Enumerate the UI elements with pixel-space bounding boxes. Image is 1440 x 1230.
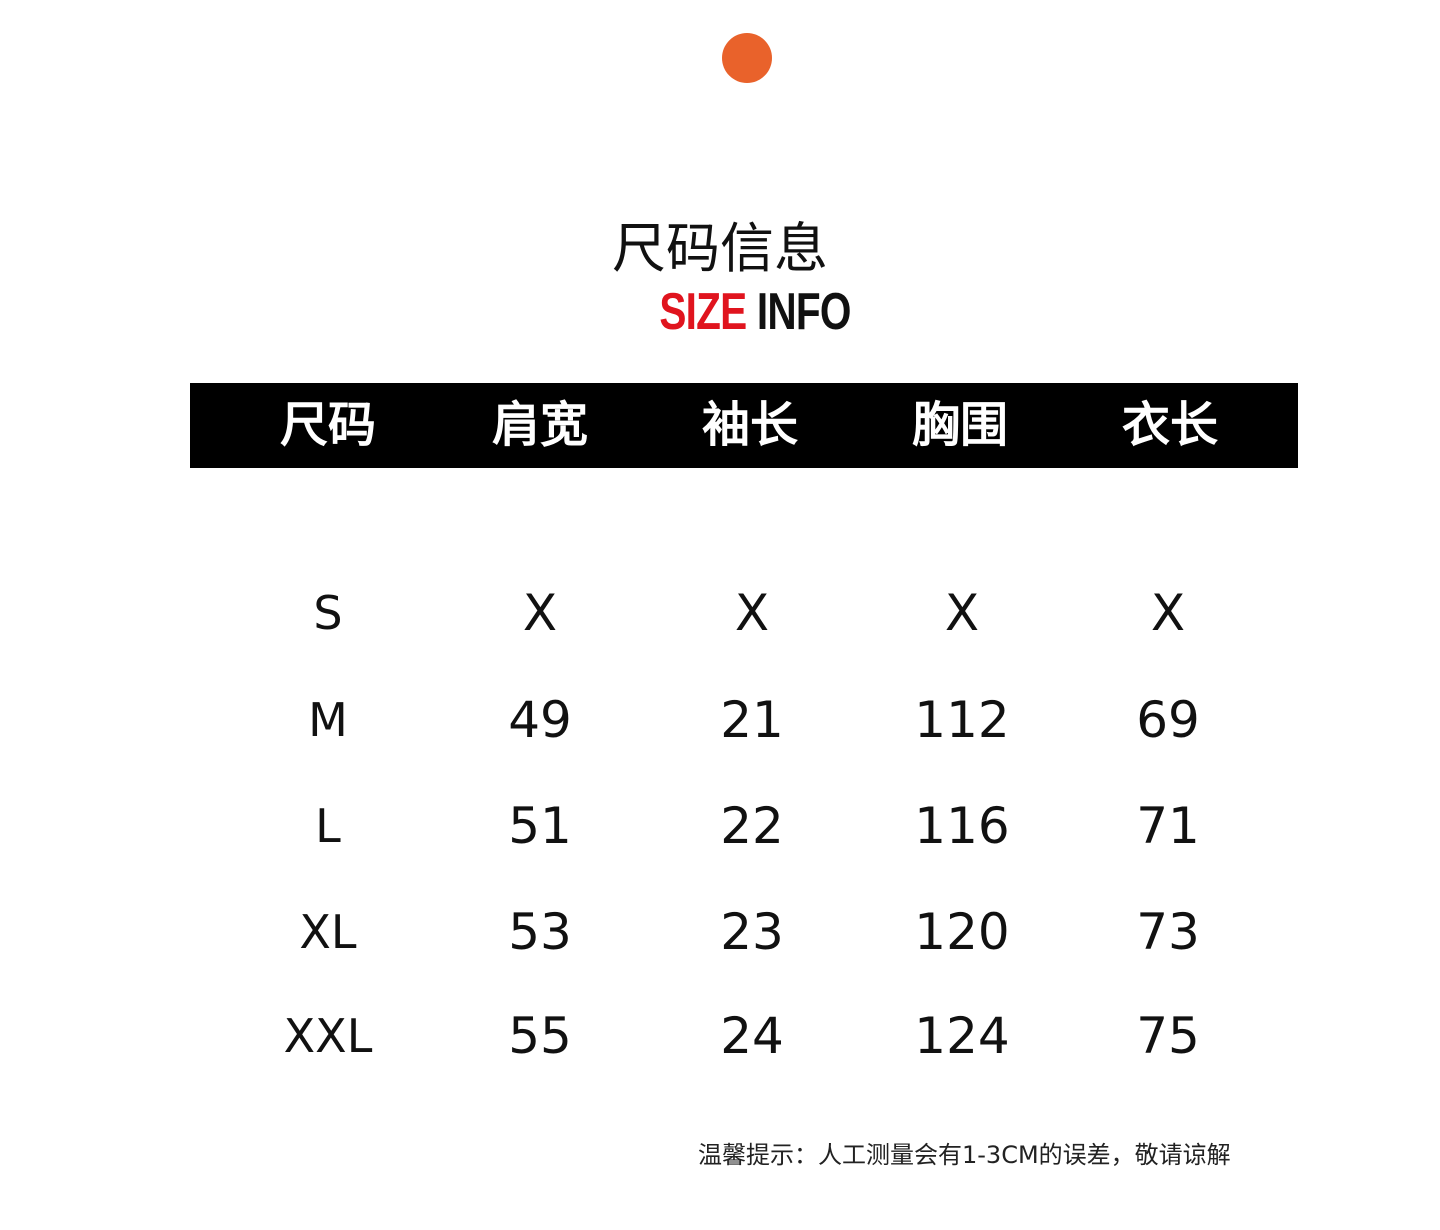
page-title-cn: 尺码信息 xyxy=(612,217,828,280)
measurement-cell: 120 xyxy=(914,903,1010,961)
title-info-word: INFO xyxy=(756,283,852,341)
size-label: L xyxy=(315,799,341,853)
header-length: 衣长 xyxy=(1121,397,1218,453)
header-size: 尺码 xyxy=(279,397,376,453)
header-sleeve: 袖长 xyxy=(701,397,798,453)
measurement-cell: X xyxy=(522,584,558,642)
measurement-cell: 55 xyxy=(508,1007,572,1065)
page-title-en: SIZE INFO xyxy=(166,282,1344,342)
header-chest: 胸围 xyxy=(911,397,1008,453)
measurement-cell: 49 xyxy=(508,691,572,749)
measurement-cell: 24 xyxy=(720,1007,784,1065)
title-size-word: SIZE xyxy=(659,283,747,341)
size-label: M xyxy=(308,693,348,747)
orange-dot-decoration xyxy=(722,33,772,83)
header-shoulder: 肩宽 xyxy=(491,397,588,453)
size-label: XL xyxy=(299,905,357,959)
measurement-cell: 51 xyxy=(508,797,572,855)
measurement-cell: 23 xyxy=(720,903,784,961)
measurement-cell: 116 xyxy=(914,797,1010,855)
measurement-cell: 22 xyxy=(720,797,784,855)
measurement-cell: X xyxy=(1150,584,1186,642)
measurement-cell: 53 xyxy=(508,903,572,961)
table-header: 尺码 肩宽 袖长 胸围 衣长 xyxy=(190,383,1298,468)
table-row: M 49 21 112 69 xyxy=(0,680,1440,760)
table-row: L 51 22 116 71 xyxy=(0,786,1440,866)
measurement-cell: 73 xyxy=(1136,903,1200,961)
measurement-cell: 124 xyxy=(914,1007,1010,1065)
measurement-cell: X xyxy=(734,584,770,642)
measurement-note: 温馨提示：人工测量会有1-3CM的误差，敬请谅解 xyxy=(698,1141,1231,1169)
size-label: S xyxy=(313,586,343,640)
table-row: XL 53 23 120 73 xyxy=(0,892,1440,972)
measurement-cell: 69 xyxy=(1136,691,1200,749)
size-label: XXL xyxy=(283,1009,373,1063)
measurement-cell: 21 xyxy=(720,691,784,749)
measurement-cell: 112 xyxy=(914,691,1010,749)
measurement-cell: 71 xyxy=(1136,797,1200,855)
measurement-cell: 75 xyxy=(1136,1007,1200,1065)
measurement-cell: X xyxy=(944,584,980,642)
table-row: XXL 55 24 124 75 xyxy=(0,996,1440,1076)
